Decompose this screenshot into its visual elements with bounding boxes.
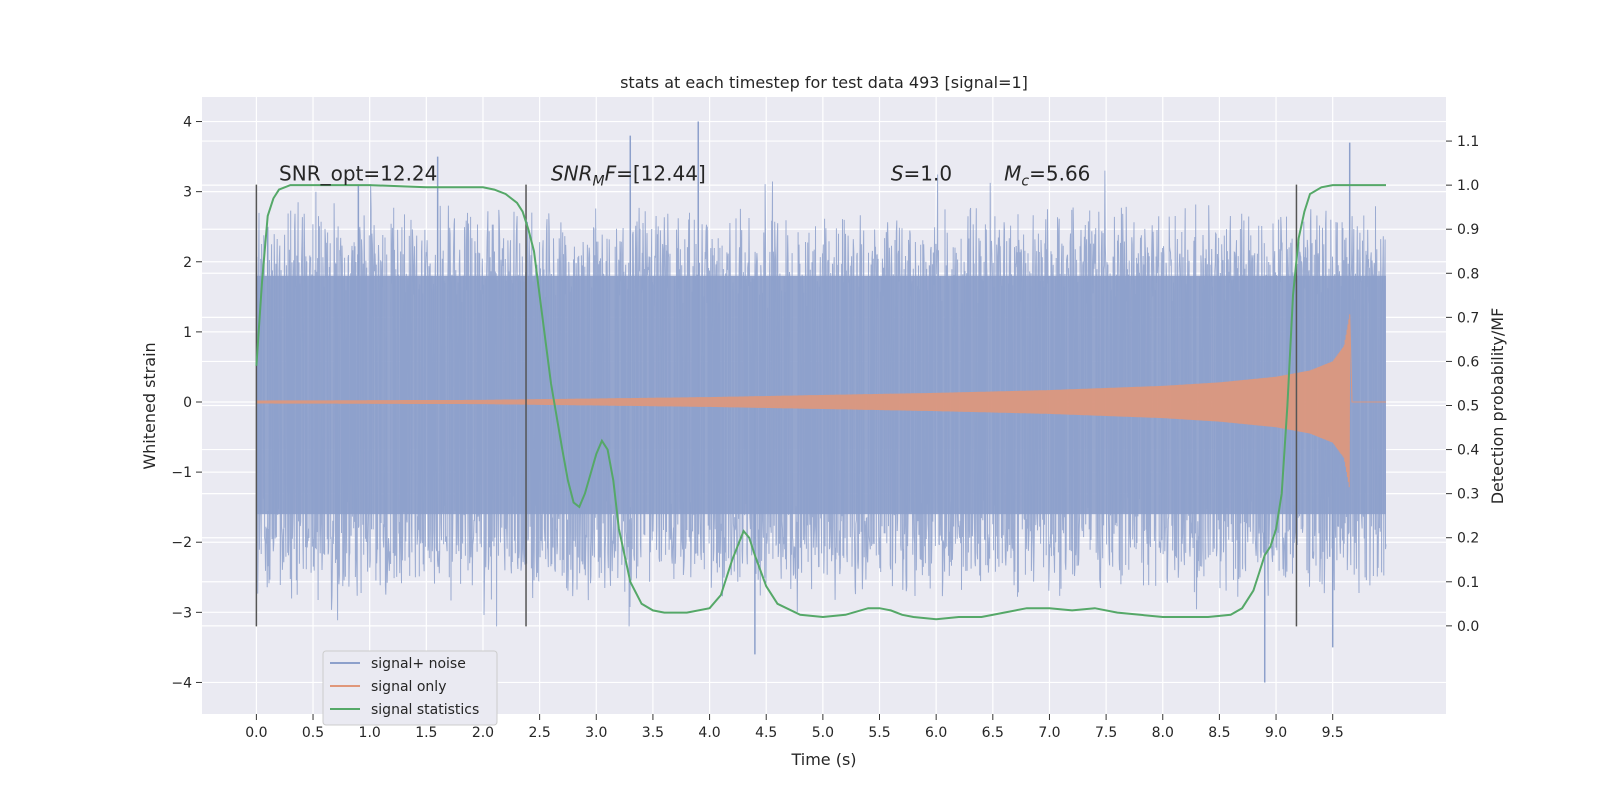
y-right-tick-label: 1.0 [1457,178,1479,194]
signal-statistics-series [255,184,1386,621]
annotation-snr_opt: SNR_opt=12.24 [279,162,437,186]
x-tick-label: 8.5 [1208,725,1230,741]
x-tick-label: 7.5 [1095,725,1117,741]
annotation-snr_mf: SNRMF=[12.44] [551,162,706,190]
x-axis-label: Time (s) [790,750,856,769]
x-tick-label: 4.0 [698,725,720,741]
x-tick-label: 9.0 [1265,725,1287,741]
y-tick-label: 2 [183,255,192,271]
y-tick-label: −2 [171,535,192,551]
y-right-tick-label: 0.7 [1457,310,1479,326]
legend: signal+ noise signal only signal statist… [322,650,498,726]
y-axis-right-label: Detection probability/MF [1488,308,1507,505]
y-right-tick-label: 0.4 [1457,443,1479,459]
x-tick-label: 5.5 [868,725,890,741]
x-tick-label: 3.5 [642,725,664,741]
x-tick-label: 0.0 [245,725,267,741]
y-axis-right: 0.0 0.1 0.2 0.3 0.4 0.5 0.6 0.7 0.8 0.9 1.0 1.1 [1446,134,1479,635]
y-right-tick-label: 0.1 [1457,575,1479,591]
annotations: SNR_opt=12.24 SNRMF=[12.44] S=1.0 Mc=5.66 [279,162,1090,190]
x-tick-label: 1.0 [359,725,381,741]
annotation-s: S=1.0 [891,162,952,186]
annotation-mc: Mc=5.66 [1004,162,1090,190]
x-axis: 0.0 0.5 1.0 1.5 2.0 2.5 3.0 3.5 4.0 4.5 5.0 5.5 6.0 6… [245,714,1344,741]
y-right-tick-label: 0.6 [1457,354,1479,370]
y-tick-label: 1 [183,325,192,341]
x-tick-label: 8.0 [1152,725,1174,741]
y-tick-label: 3 [183,185,192,201]
x-tick-label: 7.0 [1038,725,1060,741]
signal-only-series [255,314,1386,488]
x-tick-label: 1.5 [415,725,437,741]
legend-label-signal-noise: signal+ noise [371,656,466,672]
chart-title: stats at each timestep for test data 493… [620,73,1028,92]
x-tick-label: 2.0 [472,725,494,741]
y-tick-label: −3 [171,605,192,621]
x-tick-label: 0.5 [302,725,324,741]
y-right-tick-label: 1.1 [1457,134,1479,150]
x-tick-label: 5.0 [812,725,834,741]
x-tick-label: 6.0 [925,725,947,741]
y-right-tick-label: 0.3 [1457,487,1479,503]
y-right-tick-label: 0.9 [1457,222,1479,238]
x-tick-label: 4.5 [755,725,777,741]
y-right-tick-label: 0.8 [1457,266,1479,282]
y-right-tick-label: 0.2 [1457,531,1479,547]
x-tick-label: 9.5 [1322,725,1344,741]
y-right-tick-label: 0.5 [1457,399,1479,415]
y-tick-label: 4 [183,115,192,131]
x-tick-label: 6.5 [982,725,1004,741]
legend-box [322,650,498,726]
y-tick-label: −4 [171,675,192,691]
legend-label-signal-statistics: signal statistics [371,702,479,718]
legend-label-signal-only: signal only [371,679,446,695]
y-axis-label: Whitened strain [140,342,159,469]
x-tick-label: 3.0 [585,725,607,741]
y-tick-label: 0 [183,395,192,411]
signal-only-line [255,314,1386,488]
y-tick-label: −1 [171,465,192,481]
y-axis-left: −4 −3 −2 −1 0 1 2 3 4 [171,115,202,691]
y-right-tick-label: 0.0 [1457,619,1479,635]
x-tick-label: 2.5 [528,725,550,741]
signal-statistics-line [255,184,1386,621]
